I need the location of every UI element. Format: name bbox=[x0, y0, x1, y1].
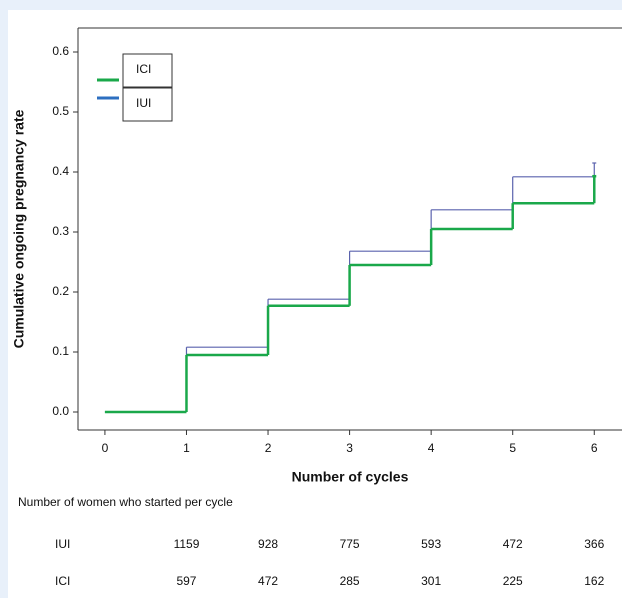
risk-cell: 775 bbox=[340, 537, 360, 551]
risk-row-label: ICI bbox=[55, 574, 70, 588]
y-tick-label: 0.3 bbox=[52, 224, 69, 238]
x-tick-label: 3 bbox=[346, 441, 353, 455]
risk-cell: 366 bbox=[584, 537, 604, 551]
risk-cell: 162 bbox=[584, 574, 604, 588]
risk-cell: 285 bbox=[340, 574, 360, 588]
risk-cell: 928 bbox=[258, 537, 278, 551]
risk-cell: 1159 bbox=[174, 537, 200, 551]
risk-cell: 225 bbox=[503, 574, 523, 588]
y-axis-title: Cumulative ongoing pregnancy rate bbox=[11, 109, 27, 348]
y-tick-label: 0.1 bbox=[52, 344, 69, 358]
x-tick-label: 1 bbox=[183, 441, 190, 455]
risk-cell: 301 bbox=[421, 574, 441, 588]
risk-cell: 472 bbox=[503, 537, 523, 551]
legend-box bbox=[122, 53, 173, 88]
legend-box bbox=[122, 87, 173, 122]
risk-table-title: Number of women who started per cycle bbox=[18, 495, 233, 509]
legend-label: ICI bbox=[136, 62, 151, 76]
risk-cell: 597 bbox=[176, 574, 196, 588]
y-tick-label: 0.6 bbox=[52, 44, 69, 58]
x-tick-label: 6 bbox=[591, 441, 598, 455]
legend-label: IUI bbox=[136, 96, 151, 110]
y-tick-label: 0.0 bbox=[52, 404, 69, 418]
y-tick-label: 0.4 bbox=[52, 164, 69, 178]
panel bbox=[8, 10, 622, 598]
risk-cell: 472 bbox=[258, 574, 278, 588]
risk-cell: 593 bbox=[421, 537, 441, 551]
y-tick-label: 0.2 bbox=[52, 284, 69, 298]
x-tick-label: 5 bbox=[509, 441, 516, 455]
y-tick-label: 0.5 bbox=[52, 104, 69, 118]
risk-row-label: IUI bbox=[55, 537, 70, 551]
x-tick-label: 0 bbox=[102, 441, 109, 455]
x-tick-label: 4 bbox=[428, 441, 435, 455]
x-axis-title: Number of cycles bbox=[292, 469, 409, 485]
x-tick-label: 2 bbox=[265, 441, 272, 455]
